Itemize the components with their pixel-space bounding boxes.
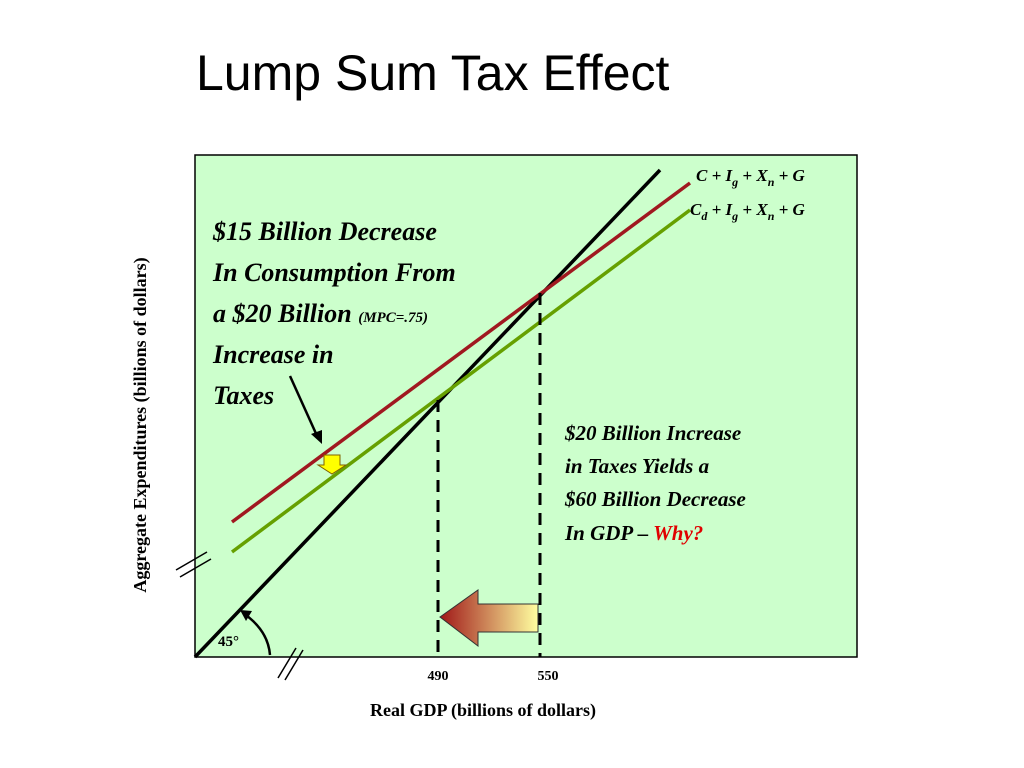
note-line: In Consumption From [212,258,456,287]
note-text: (MPC=.75) [358,310,428,326]
line-label: Cd + Ig + Xn + G [690,200,806,223]
angle-head [240,610,252,621]
note-line: a $20 Billion (MPC=.75) [213,299,428,328]
note-text: Why? [653,521,703,545]
label-text: C + I [696,166,734,185]
line-label: C + Ig + Xn + G [696,166,806,189]
note-text: a $20 Billion [213,299,352,328]
x-axis-label: Real GDP (billions of dollars) [370,700,596,721]
note-line: Taxes [213,381,274,410]
label-text: C [690,200,702,219]
pointer [288,375,320,439]
subscript: n [768,175,775,189]
label-text: + G [774,166,805,185]
subscript: g [731,209,738,223]
note-line: Increase in [212,340,334,369]
note-text: In GDP – [564,521,649,545]
break-mark [179,558,212,578]
shift-arrow [439,589,539,648]
break-mark [284,649,304,681]
title: Lump Sum Tax Effect [196,45,669,101]
note-line: $60 Billion Decrease [564,487,746,511]
break-mark [277,647,297,679]
line-ae2 [230,208,692,554]
down-arrow [316,454,348,475]
note-line: $15 Billion Decrease [212,217,437,246]
label-text: + I [707,200,733,219]
label-text: + G [774,200,805,219]
label-text: + X [738,166,768,185]
break-mark [175,551,208,571]
x-label: 550 [538,669,559,684]
right-note: $20 Billion Increase in Taxes Yields a $… [564,421,746,545]
angle-label: 45° [218,634,239,650]
pointer-head [311,430,322,444]
y-axis-label: Aggregate Expenditures (billions of doll… [130,257,151,592]
note-line: $20 Billion Increase [564,421,741,445]
subscript: n [768,209,775,223]
plot-area [194,154,858,658]
subscript: d [701,209,708,223]
label-text: + X [738,200,768,219]
x-label: 490 [428,669,449,684]
line-ae1 [230,181,692,524]
left-note: $15 Billion Decrease In Consumption From… [212,217,456,410]
note-line: In GDP – Why? [564,521,703,545]
note-line: in Taxes Yields a [565,454,709,478]
subscript: g [731,175,738,189]
line-45 [193,168,662,659]
